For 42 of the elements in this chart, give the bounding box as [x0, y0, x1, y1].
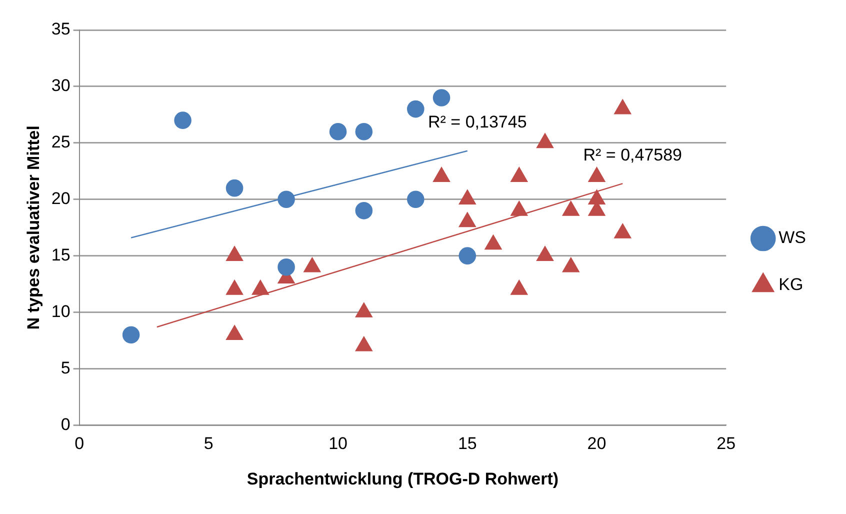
point [614, 224, 632, 238]
point [355, 336, 372, 352]
y-tick-label: 25 [51, 132, 70, 152]
y-tick-label: 10 [51, 302, 70, 321]
point [458, 190, 476, 205]
y-tick-label: 30 [51, 76, 70, 96]
point [226, 325, 243, 340]
point [226, 280, 243, 295]
point [484, 234, 502, 250]
y-tick-label: 5 [60, 358, 70, 378]
point [562, 257, 580, 272]
point [252, 280, 269, 295]
y-tick-label: 0 [60, 414, 70, 434]
legend-label: KG [778, 275, 804, 294]
y-axis-title: N types evaluativer Mittel [24, 126, 43, 330]
point [304, 257, 321, 272]
point [614, 99, 632, 114]
point [588, 190, 606, 205]
point [536, 133, 554, 148]
x-tick-label: 25 [716, 434, 736, 454]
x-tick-label: 5 [204, 434, 214, 454]
point [226, 246, 243, 261]
y-tick-label: 20 [51, 189, 70, 208]
x-tick-label: 20 [587, 434, 606, 454]
point [458, 212, 476, 228]
point [510, 201, 528, 216]
x-axis-title: Sprachentwicklung (TROG-D Rohwert) [246, 469, 559, 488]
point [510, 280, 528, 295]
legend-label: WS [778, 228, 806, 248]
x-tick-label: 0 [74, 434, 84, 454]
annotation: R² = 0,47589 [583, 145, 682, 164]
x-tick-label: 10 [328, 434, 348, 454]
x-tick-label: 15 [458, 434, 477, 454]
y-tick-label: 35 [51, 20, 70, 39]
point [536, 246, 554, 261]
annotation: R² = 0,13745 [428, 112, 527, 132]
point [562, 201, 580, 216]
point [588, 167, 606, 182]
point [355, 302, 372, 318]
point [510, 167, 528, 182]
point [433, 167, 450, 182]
y-tick-label: 15 [51, 246, 70, 265]
